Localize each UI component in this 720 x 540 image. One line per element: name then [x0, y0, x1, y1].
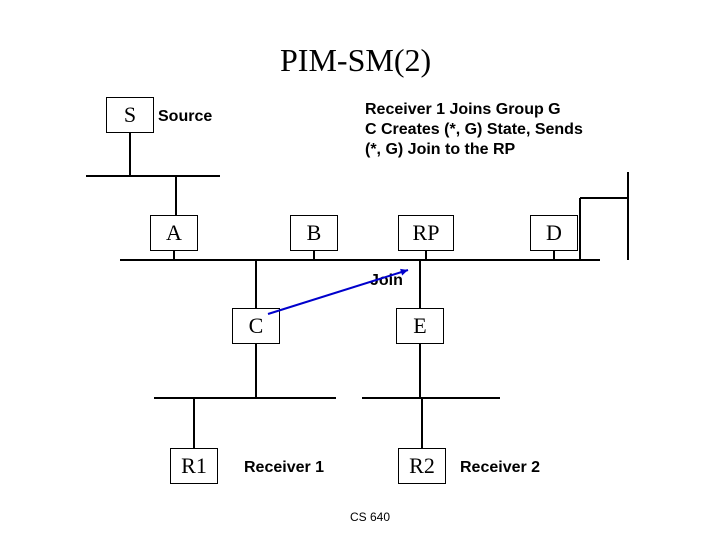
annotation-line: Receiver 1 Joins Group G — [365, 100, 583, 120]
node-e: E — [396, 308, 444, 344]
label-source: Source — [158, 108, 212, 126]
node-r1: R1 — [170, 448, 218, 484]
annotation-text: Receiver 1 Joins Group G C Creates (*, G… — [365, 100, 583, 160]
page-title: PIM-SM(2) — [280, 42, 431, 79]
node-d: D — [530, 215, 578, 251]
node-b: B — [290, 215, 338, 251]
network-lines — [0, 0, 720, 540]
node-r2: R2 — [398, 448, 446, 484]
node-s: S — [106, 97, 154, 133]
label-receiver-1: Receiver 1 — [244, 459, 324, 477]
annotation-line: C Creates (*, G) State, Sends — [365, 120, 583, 140]
annotation-line: (*, G) Join to the RP — [365, 140, 583, 160]
node-c: C — [232, 308, 280, 344]
slide-footer: CS 640 — [350, 510, 390, 524]
node-a: A — [150, 215, 198, 251]
join-label: Join — [370, 272, 403, 290]
label-receiver-2: Receiver 2 — [460, 459, 540, 477]
node-rp: RP — [398, 215, 454, 251]
